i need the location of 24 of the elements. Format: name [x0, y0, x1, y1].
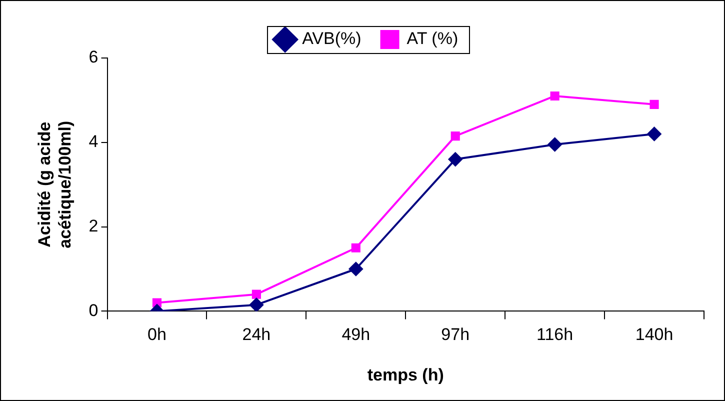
y-tick-label: 4 [88, 132, 98, 152]
legend-label: AVB(%) [302, 29, 362, 48]
point [448, 152, 462, 166]
point [548, 138, 562, 152]
y-tick-label: 0 [88, 300, 98, 320]
x-tick-label: 49h [342, 325, 370, 344]
x-tick-label: 116h [536, 325, 574, 344]
x-axis-title: temps (h) [367, 365, 444, 384]
point [351, 243, 360, 252]
point [450, 132, 460, 141]
point [249, 298, 264, 312]
x-tick-label: 0h [148, 325, 166, 344]
point [647, 126, 662, 141]
point [348, 262, 363, 276]
y-axis-title: Acidité (g acide acétique/100ml) [34, 120, 74, 248]
y-tick-label: 2 [88, 216, 98, 236]
legend-label: AT (%) [406, 29, 458, 48]
point [252, 290, 261, 299]
point [650, 100, 659, 109]
point [550, 91, 560, 101]
x-tick-label: 140h [635, 325, 674, 344]
x-tick-label: 24h [242, 325, 271, 344]
y-tick-label: 6 [88, 48, 98, 67]
x-tick-label: 97h [441, 325, 470, 344]
